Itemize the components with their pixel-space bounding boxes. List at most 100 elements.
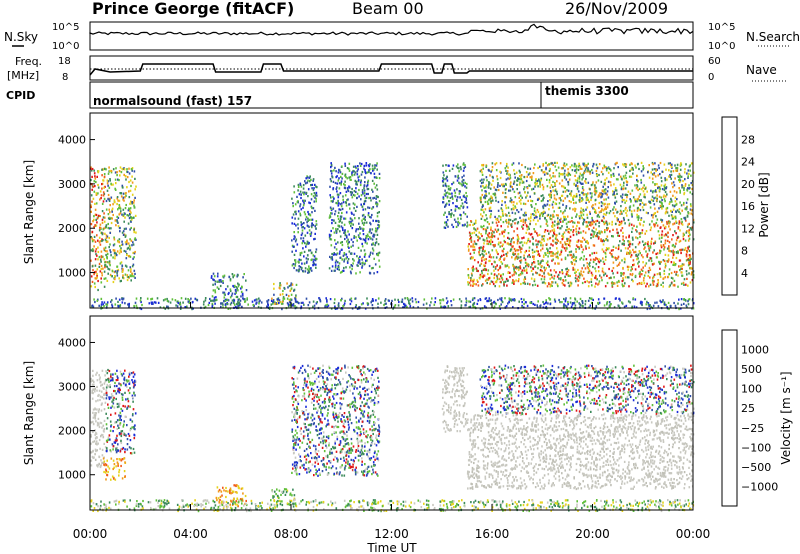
data-point xyxy=(342,201,345,204)
data-point xyxy=(565,218,567,221)
data-point xyxy=(596,278,598,281)
data-point xyxy=(101,221,104,224)
data-point xyxy=(333,231,336,234)
data-point xyxy=(656,284,658,287)
data-point xyxy=(431,297,433,300)
data-point xyxy=(465,301,468,304)
data-point xyxy=(528,172,531,175)
data-point xyxy=(467,281,469,284)
data-point xyxy=(345,204,348,207)
data-point xyxy=(478,231,480,234)
data-point xyxy=(502,214,504,217)
data-point xyxy=(681,263,684,266)
data-point xyxy=(237,300,239,303)
data-point xyxy=(677,274,679,277)
data-point xyxy=(445,164,447,167)
data-point xyxy=(677,227,680,230)
data-point xyxy=(369,196,372,199)
data-point xyxy=(308,225,310,228)
data-point xyxy=(366,171,369,174)
data-point xyxy=(651,173,654,176)
data-point xyxy=(524,221,527,224)
noise-left-tick-top: 10^5 xyxy=(52,22,79,33)
data-point xyxy=(668,222,671,225)
data-point xyxy=(467,283,470,286)
cpid-panel-frame xyxy=(89,81,694,109)
data-point xyxy=(510,248,512,251)
data-point xyxy=(644,196,646,199)
data-point xyxy=(580,174,583,177)
data-point xyxy=(621,302,624,305)
data-point xyxy=(98,229,101,232)
data-point xyxy=(686,172,688,175)
data-point xyxy=(110,221,113,225)
data-point xyxy=(442,306,445,309)
data-point xyxy=(583,220,585,224)
data-point xyxy=(666,193,668,196)
data-point xyxy=(302,269,304,273)
data-point xyxy=(349,298,351,301)
data-point xyxy=(475,233,477,237)
data-point xyxy=(485,252,488,255)
data-point xyxy=(679,176,681,179)
data-point xyxy=(464,200,466,204)
data-point xyxy=(314,232,316,235)
data-point xyxy=(306,260,308,263)
data-point xyxy=(647,244,650,248)
data-point xyxy=(452,298,455,301)
data-point xyxy=(586,213,588,216)
data-point xyxy=(494,163,496,166)
data-point xyxy=(630,210,633,213)
data-point xyxy=(470,240,473,243)
data-point xyxy=(356,307,359,310)
data-point xyxy=(564,304,567,307)
data-point xyxy=(489,215,492,218)
data-point xyxy=(312,195,315,198)
data-point xyxy=(123,220,125,223)
data-point xyxy=(510,224,512,227)
data-point xyxy=(612,173,615,176)
data-point xyxy=(570,200,572,204)
data-point xyxy=(99,226,101,229)
data-point xyxy=(300,221,302,224)
data-point xyxy=(676,198,678,201)
data-point xyxy=(338,168,340,171)
data-point xyxy=(557,250,559,253)
data-point xyxy=(541,275,544,278)
data-point xyxy=(315,250,317,254)
data-point xyxy=(472,245,474,248)
data-point xyxy=(303,199,305,202)
data-point xyxy=(272,299,275,302)
data-point xyxy=(589,188,591,191)
data-point xyxy=(132,263,135,266)
data-point xyxy=(638,208,641,211)
data-point xyxy=(129,255,132,258)
data-point xyxy=(579,181,582,184)
data-point xyxy=(653,223,655,226)
data-point xyxy=(128,244,131,247)
data-point xyxy=(653,225,656,228)
data-point xyxy=(281,300,284,303)
data-point xyxy=(676,236,679,239)
data-point xyxy=(114,275,116,278)
data-point xyxy=(565,163,568,166)
data-point xyxy=(101,210,104,213)
data-point xyxy=(442,177,444,180)
data-point xyxy=(579,297,582,300)
data-point xyxy=(347,230,349,233)
data-point xyxy=(684,298,687,302)
data-point xyxy=(330,180,332,183)
data-point xyxy=(242,294,244,297)
data-point xyxy=(659,267,661,270)
data-point xyxy=(656,210,659,213)
data-point xyxy=(345,211,348,214)
data-point xyxy=(520,219,522,222)
data-point xyxy=(545,168,547,171)
data-point xyxy=(645,203,647,206)
data-point xyxy=(656,273,659,276)
data-point xyxy=(466,206,469,209)
data-point xyxy=(113,199,116,202)
data-point xyxy=(125,227,127,230)
data-point xyxy=(358,222,360,225)
data-point xyxy=(226,285,229,288)
